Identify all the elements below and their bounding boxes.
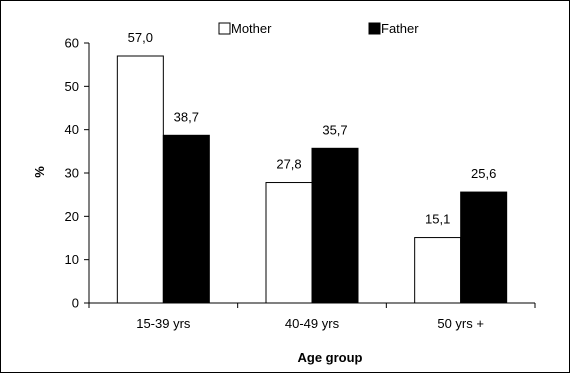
- legend-swatch-mother: [218, 22, 231, 35]
- plot-area: 0 10 20 30 40 50 60 15-39 yrs 57,0 38,7 40-49 yrs 2…: [65, 30, 536, 331]
- y-tick-label: 60: [65, 36, 79, 51]
- y-tick-label: 0: [72, 296, 79, 311]
- data-label-father-1: 38,7: [174, 109, 199, 124]
- x-axis-title: Age group: [298, 350, 363, 365]
- y-tick-label: 50: [65, 79, 79, 94]
- legend-label-father: Father: [381, 21, 419, 36]
- data-label-father-2: 35,7: [322, 122, 347, 137]
- x-tick-label: 15-39 yrs: [136, 316, 191, 331]
- y-tick-label: 30: [65, 166, 79, 181]
- data-label-mother-1: 57,0: [128, 30, 153, 45]
- y-tick-label: 20: [65, 209, 79, 224]
- bar-father-2: [311, 147, 359, 304]
- bar-mother-1: [116, 55, 164, 304]
- y-tick-label: 40: [65, 122, 79, 137]
- data-label-mother-3: 15,1: [425, 212, 450, 227]
- data-label-mother-2: 27,8: [276, 157, 301, 172]
- x-tick-label: 50 yrs +: [437, 316, 484, 331]
- legend-swatch-father: [368, 22, 381, 35]
- data-label-father-3: 25,6: [471, 166, 496, 181]
- bar-mother-2: [265, 182, 313, 304]
- x-tick-label: 40-49 yrs: [285, 316, 340, 331]
- legend: Mother Father: [218, 21, 419, 36]
- bar-father-1: [162, 134, 210, 304]
- bar-father-3: [460, 191, 508, 304]
- bar-mother-3: [414, 237, 462, 304]
- y-axis-title: %: [32, 166, 47, 178]
- y-tick-label: 10: [65, 252, 79, 267]
- legend-label-mother: Mother: [231, 21, 272, 36]
